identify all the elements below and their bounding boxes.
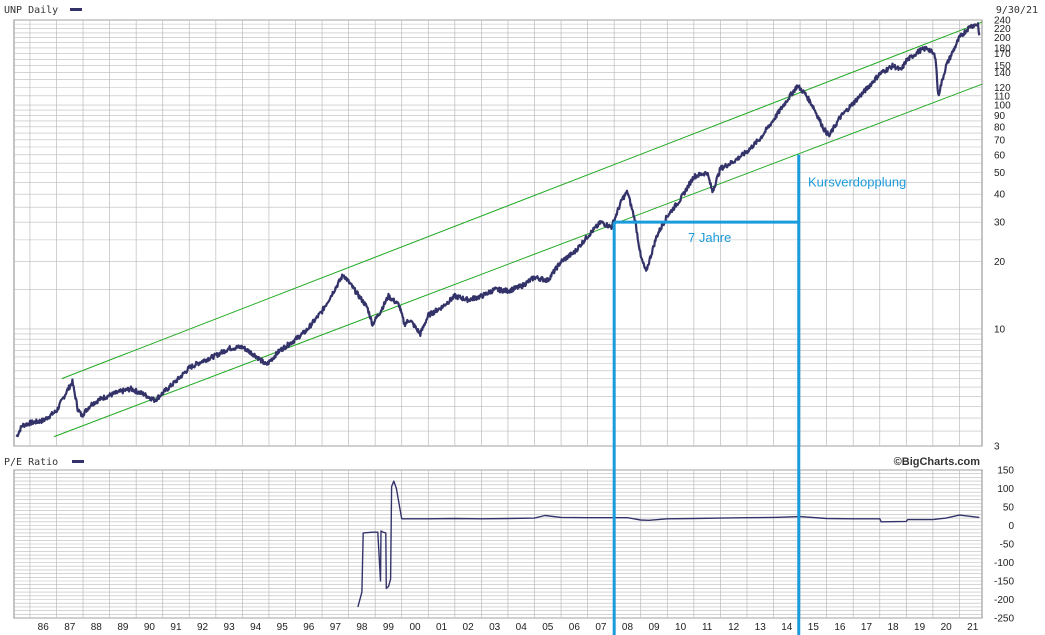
pe-y-tick-label: -200 xyxy=(994,595,1014,606)
x-tick-label: 21 xyxy=(967,622,979,633)
x-tick-label: 15 xyxy=(808,622,820,633)
x-tick-label: 08 xyxy=(622,622,634,633)
x-tick-label: 90 xyxy=(144,622,156,633)
price-y-tick-label: 170 xyxy=(994,49,1011,60)
pe-y-tick-label: -250 xyxy=(994,614,1014,625)
x-tick-label: 94 xyxy=(250,622,262,633)
pe-y-axis: 150 100 50 0 -50 -100 -150 -200 -250 xyxy=(994,466,1014,625)
x-tick-label: 01 xyxy=(436,622,448,633)
pe-y-tick-label: 150 xyxy=(997,466,1014,477)
x-tick-label: 18 xyxy=(887,622,899,633)
x-tick-label: 07 xyxy=(595,622,607,633)
x-tick-label: 12 xyxy=(728,622,740,633)
annotations: 7 Jahre Kursverdopplung xyxy=(612,154,906,635)
pe-chart-title: P/E Ratio xyxy=(4,457,58,468)
x-tick-label: 98 xyxy=(356,622,368,633)
pe-y-tick-label: 100 xyxy=(997,484,1014,495)
x-tick-label: 19 xyxy=(914,622,926,633)
price-y-tick-label: 60 xyxy=(994,150,1006,161)
x-tick-label: 20 xyxy=(941,622,953,633)
price-y-tick-label: 50 xyxy=(994,168,1006,179)
price-doubling-label: Kursverdopplung xyxy=(808,175,906,190)
x-tick-label: 04 xyxy=(516,622,528,633)
x-tick-label: 10 xyxy=(675,622,687,633)
x-tick-label: 14 xyxy=(781,622,793,633)
price-y-tick-label: 110 xyxy=(994,91,1010,102)
x-tick-label: 93 xyxy=(224,622,236,633)
trend-channel-line xyxy=(61,21,983,380)
x-tick-label: 89 xyxy=(117,622,129,633)
price-y-tick-label: 100 xyxy=(994,101,1011,112)
price-y-tick-label: 3 xyxy=(994,442,1000,453)
x-tick-label: 09 xyxy=(648,622,660,633)
price-y-tick-label: 70 xyxy=(994,135,1006,146)
x-tick-label: 96 xyxy=(303,622,315,633)
price-y-tick-label: 140 xyxy=(994,68,1011,79)
x-axis: 86 87 88 89 90 91 92 93 94 95 96 97 98 99 00 01 02 03 04 05… xyxy=(38,622,979,633)
trend-channel xyxy=(53,21,983,438)
price-series xyxy=(15,22,981,438)
pe-y-tick-label: 0 xyxy=(1008,521,1014,532)
x-tick-label: 86 xyxy=(38,622,50,633)
price-panel-frame xyxy=(13,19,983,447)
x-tick-label: 92 xyxy=(197,622,209,633)
x-tick-label: 06 xyxy=(569,622,581,633)
x-tick-label: 16 xyxy=(834,622,846,633)
price-line xyxy=(15,22,981,438)
x-tick-label: 97 xyxy=(330,622,342,633)
price-y-tick-label: 180 xyxy=(994,43,1011,54)
x-tick-label: 03 xyxy=(489,622,501,633)
pe-y-tick-label: -100 xyxy=(994,558,1014,569)
price-y-tick-label: 240 xyxy=(994,16,1011,27)
price-y-tick-label: 220 xyxy=(994,24,1011,35)
x-tick-label: 87 xyxy=(64,622,76,633)
pe-y-tick-label: -150 xyxy=(994,577,1014,588)
chart-date: 9/30/21 xyxy=(996,5,1038,16)
pe-y-tick-label: 50 xyxy=(1003,503,1015,514)
price-y-tick-label: 200 xyxy=(994,33,1011,44)
x-tick-label: 88 xyxy=(91,622,103,633)
price-y-tick-label: 120 xyxy=(994,83,1011,94)
price-y-tick-label: 90 xyxy=(994,111,1006,122)
price-legend-swatch xyxy=(70,8,82,11)
x-tick-label: 13 xyxy=(755,622,767,633)
x-tick-label: 99 xyxy=(383,622,395,633)
price-y-tick-label: 10 xyxy=(994,324,1006,335)
price-horizontal-grid xyxy=(14,19,982,447)
x-tick-label: 11 xyxy=(702,622,713,633)
pe-series xyxy=(357,480,980,608)
price-chart-title: UNP Daily xyxy=(4,5,58,16)
brand-credit: ©BigCharts.com xyxy=(894,456,981,468)
x-tick-label: 05 xyxy=(542,622,554,633)
price-y-tick-label: 30 xyxy=(994,218,1006,229)
price-y-tick-label: 20 xyxy=(994,257,1006,268)
pe-legend-swatch xyxy=(72,460,84,463)
pe-line xyxy=(357,480,980,608)
x-tick-label: 95 xyxy=(277,622,289,633)
seven-years-label: 7 Jahre xyxy=(688,230,731,245)
price-vertical-grid xyxy=(29,20,960,446)
x-tick-label: 91 xyxy=(170,622,182,633)
x-tick-label: 02 xyxy=(463,622,475,633)
pe-horizontal-grid xyxy=(14,469,982,619)
price-y-tick-label: 150 xyxy=(994,61,1011,72)
price-y-tick-label: 80 xyxy=(994,122,1006,133)
price-y-tick-label: 40 xyxy=(994,190,1006,201)
x-tick-label: 17 xyxy=(861,622,873,633)
x-tick-label: 00 xyxy=(409,622,421,633)
pe-y-tick-label: -50 xyxy=(1000,540,1015,551)
trend-channel-line xyxy=(53,83,983,438)
